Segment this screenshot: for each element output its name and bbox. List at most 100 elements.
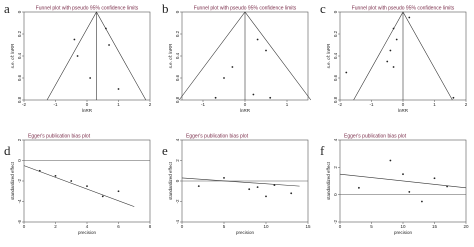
chart-title: Egger's publication bias plot [28,133,91,139]
x-axis-label: precision [78,230,97,235]
x-tick-label: 15 [305,224,311,229]
y-tick-label: 0.6 [17,74,22,81]
point [395,38,398,41]
point [214,96,217,99]
point [446,185,448,188]
y-tick-label: 0.6 [175,74,180,81]
x-tick-label: -1 [53,102,57,107]
confidence-limits [178,11,312,101]
point [433,177,436,180]
x-axis-label: lnRR [240,108,251,113]
x-tick-label: -1 [369,102,373,107]
y-tick-label: 0 [17,159,22,162]
regression-line [23,165,135,207]
panel-label: c [320,1,326,16]
x-axis-label: lnRR [82,108,93,113]
point [73,38,76,41]
x-tick-label: 10 [263,224,269,229]
x-tick-label: 0 [402,102,405,107]
point [54,174,57,177]
point [223,177,225,179]
x-axis-label: precision [394,230,413,235]
point [452,96,455,99]
x-tick-label: -1 [201,102,205,107]
y-tick-label: 0 [333,10,338,13]
point [76,55,79,57]
y-tick-label: -2 [175,199,180,203]
point [256,38,259,41]
y-tick-label: 0 [333,193,338,196]
y-tick-label: 0.8 [333,96,338,103]
point [197,185,200,188]
x-tick-label: 0 [244,102,247,107]
point [358,186,360,189]
y-tick-label: 2 [333,166,338,169]
x-tick-label: 0 [181,224,184,229]
x-tick-label: 6 [117,224,120,229]
y-tick-label: 2 [17,138,22,141]
point [408,16,411,19]
x-tick-label: 2 [54,224,57,229]
y-tick-label: 0.8 [17,96,22,103]
y-axis-label: standardized effect [10,161,15,200]
point [86,185,88,188]
point [386,60,389,63]
point [105,27,107,30]
point [392,27,395,30]
y-tick-label: 0.2 [175,30,180,37]
x-tick-label: 0 [86,102,89,107]
chart-title: Funnel plot with pseudo 95% confidence l… [194,5,297,11]
x-axis-label: lnRR [398,108,409,113]
x-tick-label: -2 [338,102,342,107]
y-tick-label: -4 [17,199,22,203]
x-tick-label: 1 [286,102,289,107]
x-tick-label: 20 [463,224,469,229]
y-tick-label: 0.2 [333,30,338,37]
x-tick-label: 2 [465,102,468,107]
point [252,93,255,96]
point [421,200,423,203]
point [265,49,267,52]
plot-frame [23,11,151,101]
point [345,71,348,74]
point [117,88,120,90]
point [389,49,392,52]
panel-label: b [162,1,169,16]
plot-frame [23,139,151,223]
x-tick-label: 1 [433,102,436,107]
x-tick-label: 2 [149,102,152,107]
panel-label: d [4,143,11,158]
point [38,169,41,172]
x-tick-label: 10 [400,224,406,229]
chart-title: Egger's publication bias plot [344,133,407,139]
x-tick-label: 5 [223,224,226,229]
point [392,66,395,68]
y-axis-label: s.e. of: lnRR [10,43,15,69]
x-tick-label: 4 [86,224,89,229]
panel-label: a [4,1,10,16]
y-tick-label: 0 [175,10,180,13]
y-tick-label: 4 [175,138,180,141]
x-tick-label: 15 [432,224,438,229]
y-axis-label: standardized effect [168,161,173,200]
y-tick-label: 0.2 [17,30,22,37]
point [231,66,234,68]
y-axis-label: standardized effect [326,161,331,200]
y-tick-label: -2 [333,220,338,224]
y-tick-label: 2 [175,159,180,162]
regression-line [181,177,300,187]
y-axis-label: s.e. of: lnRR [326,43,331,69]
point [256,186,259,189]
chart-title: Egger's publication bias plot [186,133,249,139]
point [223,77,225,79]
point [408,191,411,193]
x-tick-label: 0 [23,224,26,229]
x-axis-label: precision [236,230,255,235]
panel-label: e [162,143,168,158]
regression-line [339,173,467,189]
y-tick-label: 0.4 [333,52,338,59]
y-tick-label: 0.4 [17,52,22,59]
y-tick-label: -6 [17,220,22,224]
point [273,184,276,187]
